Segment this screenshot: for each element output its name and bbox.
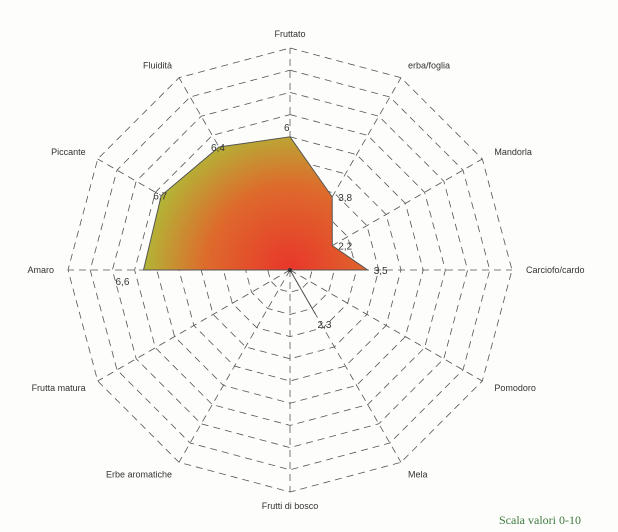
axis-spoke (97, 269, 291, 382)
axis-label: Frutti di bosco (262, 501, 319, 511)
grid-ring (111, 91, 469, 449)
value-label: 6,6 (116, 277, 130, 288)
axis-label: Piccante (51, 147, 86, 157)
axis-label: Carciofo/cardo (526, 265, 585, 275)
value-label: 3,8 (338, 193, 352, 204)
axis-label: Erbe aromatiche (106, 469, 172, 479)
axis-spoke (178, 269, 291, 463)
value-label: 2,3 (318, 320, 332, 331)
grid-ring (89, 69, 491, 471)
grid-ring (134, 114, 446, 426)
radar-spokes (68, 48, 512, 492)
value-label: 2,2 (338, 242, 352, 253)
axis-label: erba/foglia (408, 61, 450, 71)
axis-label: Fluidità (143, 61, 172, 71)
data-polygon (142, 136, 370, 315)
value-labels: 6 3,8 2,2 3,5 2,3 6,6 6,7 6,4 (116, 123, 389, 331)
axis-label: Mandorla (494, 147, 532, 157)
axis-labels: Fruttato erba/foglia Mandorla Carciofo/card… (27, 29, 584, 511)
axis-label: Amaro (27, 265, 54, 275)
value-label: 3,5 (374, 266, 388, 277)
value-label: 6 (284, 123, 290, 134)
axis-label: Fruttato (274, 29, 305, 39)
value-label: 6,7 (153, 192, 167, 203)
axis-label: Frutta matura (32, 383, 86, 393)
value-label: 6,4 (211, 143, 225, 154)
axis-label: Pomodoro (494, 383, 536, 393)
scale-note: Scala valori 0-10 (499, 513, 581, 527)
center-dot (288, 268, 292, 272)
axis-label: Mela (408, 469, 428, 479)
axis-spoke (289, 269, 483, 382)
